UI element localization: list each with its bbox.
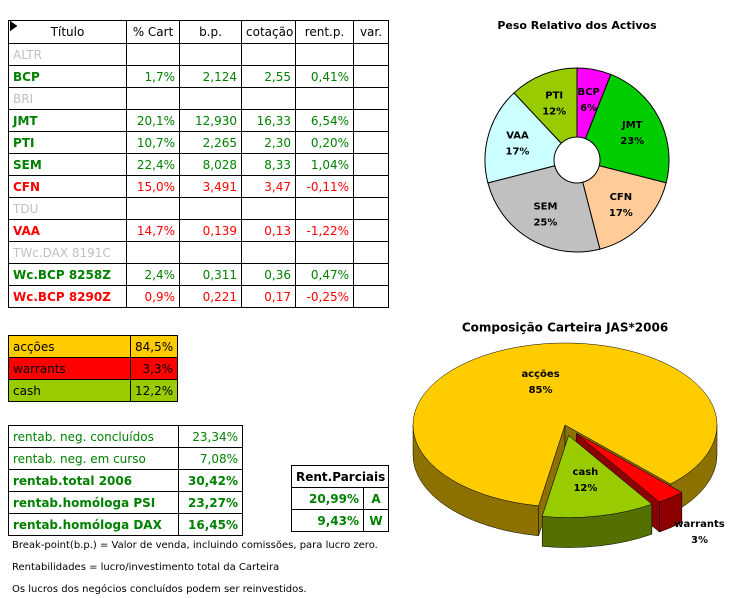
ticker: Wc.BCP 8290Z <box>8 285 127 308</box>
allocation-label: cash <box>8 379 131 402</box>
value-cell: 2,124 <box>179 65 242 88</box>
slice-value-label: 3% <box>691 535 708 546</box>
slice-label: warrants <box>674 519 724 530</box>
returns-row: rentab. neg. concluídos 23,34% <box>8 425 243 448</box>
value-cell: 1,04% <box>295 153 354 176</box>
header-cell: cotação <box>241 20 296 44</box>
slice-value-label: 17% <box>609 208 633 219</box>
slice <box>584 73 670 184</box>
returns-row: rentab. neg. em curso 7,08% <box>8 447 243 470</box>
note: Break-point(b.p.) = Valor de venda, incl… <box>12 540 378 551</box>
chart-title: Peso Relativo dos Activos <box>497 19 657 32</box>
value-cell: 6,54% <box>295 109 354 132</box>
row: PTI 10,7% 2,265 2,30 0,20% <box>8 20 389 154</box>
value-cell: 14,7% <box>126 219 180 242</box>
var-cell <box>9 20 389 308</box>
value-cell: 0,17 <box>241 285 296 308</box>
slice-value-label: 85% <box>529 385 553 396</box>
body: rentab. neg. concluídos 23,34% rentab. neg… <box>8 425 243 536</box>
body: Título% Cart b.p. cotação rent.p. var. ALTR BC… <box>8 20 389 308</box>
note: Rentabilidades = lucro/investimento tota… <box>12 562 280 573</box>
partial-letter: W <box>362 509 390 532</box>
slice-label: VAA <box>506 131 529 142</box>
chart-title: Composição Carteira JAS*2006 <box>462 321 668 335</box>
slice-label: SEM <box>533 201 557 212</box>
slice <box>412 342 718 507</box>
body: Rent.Parciais 20,99% A 9,43% W <box>290 465 390 532</box>
slice-value-label: 12% <box>573 483 597 494</box>
note: Os lucros dos negócios concluídos podem … <box>12 584 307 595</box>
value-cell: -0,11% <box>295 175 354 198</box>
slice-value-label: 6% <box>580 103 597 114</box>
returns-value: 30,42% <box>178 469 243 492</box>
row: Wc.BCP 8258Z 2,4% 0,311 0,36 0,47% <box>8 20 389 286</box>
value-cell: 2,265 <box>179 131 242 154</box>
slice-label: PTI <box>545 90 563 101</box>
slice <box>576 433 683 503</box>
value-cell: 8,028 <box>179 153 242 176</box>
value-cell: 0,9% <box>126 285 180 308</box>
header-row: Título% Cart b.p. cotação rent.p. var. <box>8 20 389 44</box>
returns-label: rentab. neg. em curso <box>8 447 179 470</box>
allocation-value: 3,3% <box>130 357 178 380</box>
row: BRI <box>8 87 389 110</box>
slice <box>513 67 578 144</box>
ticker: TDU <box>8 197 127 220</box>
row: BCP 1,7% 2,124 2,55 0,41% <box>8 20 389 88</box>
slice-label: JMT <box>621 120 643 131</box>
allocation-table: acções 84,5% warrants 3,3% cash 12,2% <box>8 335 178 402</box>
returns-value: 7,08% <box>178 447 243 470</box>
slice <box>484 92 562 184</box>
partial-value: 9,43% <box>291 509 364 532</box>
slice <box>582 165 667 250</box>
body: acções 84,5% warrants 3,3% cash 12,2% <box>8 335 178 402</box>
value-cell: 0,47% <box>295 263 354 286</box>
ticker: Wc.BCP 8258Z <box>8 263 127 286</box>
slice <box>487 165 601 253</box>
value-cell: 10,7% <box>126 131 180 154</box>
allocation-value: 12,2% <box>130 379 178 402</box>
returns-value: 23,27% <box>178 491 243 514</box>
allocation-row: warrants 3,3% <box>8 357 178 380</box>
value-cell: -0,25% <box>295 285 354 308</box>
row: JMT 20,1% 12,930 16,33 6,54% <box>8 20 389 132</box>
header-cell: Título <box>8 20 127 44</box>
slice-value-label: 17% <box>505 147 529 158</box>
returns-table: rentab. neg. concluídos 23,34% rentab. neg… <box>8 425 243 536</box>
value-cell: 0,41% <box>295 65 354 88</box>
allocation-label: warrants <box>8 357 131 380</box>
slice-value-label: 23% <box>620 136 644 147</box>
slice-label: BCP <box>577 87 599 98</box>
row: SEM 22,4% 8,028 8,33 1,04% <box>8 20 389 176</box>
allocation-row: acções 84,5% <box>8 335 178 358</box>
partial-row: 9,43% W <box>291 509 390 532</box>
value-cell: 12,930 <box>179 109 242 132</box>
value-cell: 0,221 <box>179 285 242 308</box>
returns-row: rentab.total 2006 30,42% <box>8 469 243 492</box>
value-cell: 22,4% <box>126 153 180 176</box>
row: Wc.BCP 8290Z 0,9% 0,221 0,17 -0,25% <box>8 20 389 308</box>
slice-value-label: 12% <box>542 106 566 117</box>
allocation-row: cash 12,2% <box>8 379 178 402</box>
slice <box>541 435 653 518</box>
slice-label: acções <box>521 369 559 380</box>
returns-row: rentab.homóloga DAX 16,45% <box>8 513 243 536</box>
returns-label: rentab.homóloga DAX <box>8 513 179 536</box>
slice-value-label: 25% <box>533 217 557 228</box>
returns-value: 16,45% <box>178 513 243 536</box>
row: CFN 15,0% 3,491 3,47 -0,11% <box>8 20 389 198</box>
header-cell: var. <box>353 20 389 44</box>
allocation-value: 84,5% <box>130 335 178 358</box>
slice-label: cash <box>573 467 599 478</box>
slice-label: CFN <box>610 192 633 203</box>
positions-table: Título% Cart b.p. cotação rent.p. var. ALTR BC… <box>8 20 389 308</box>
partial-table: Rent.Parciais 20,99% A 9,43% W <box>290 465 390 532</box>
value-cell: 3,491 <box>179 175 242 198</box>
header-cell: % Cart <box>126 20 180 44</box>
